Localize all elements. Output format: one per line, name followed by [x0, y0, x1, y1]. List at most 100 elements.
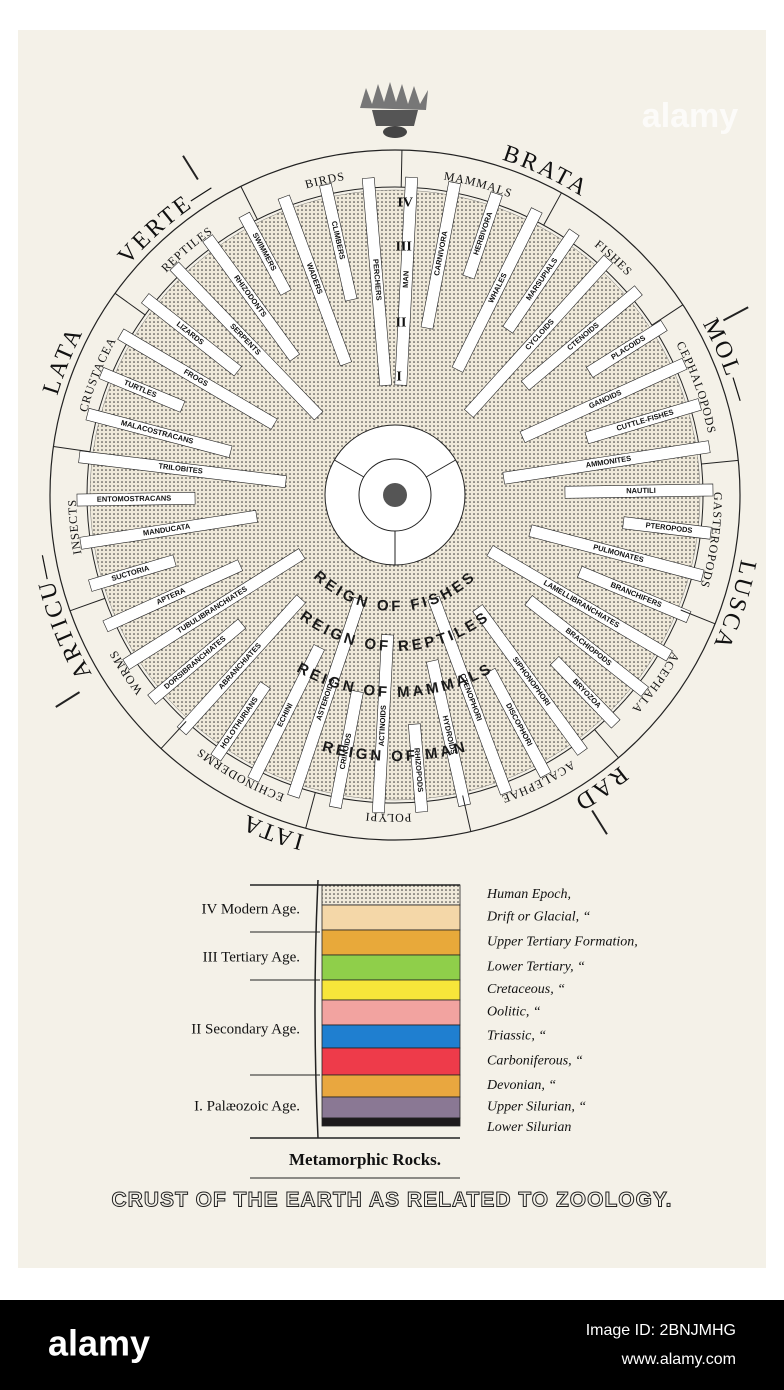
spoke — [79, 509, 258, 550]
spoke — [502, 228, 580, 334]
age-numeral: IV — [397, 195, 413, 210]
group-divider — [462, 795, 472, 832]
spoke — [176, 594, 306, 736]
spoke — [564, 483, 714, 499]
legend-swatch — [321, 1096, 461, 1119]
group-divider — [543, 192, 562, 226]
group-divider — [701, 459, 739, 465]
spoke — [486, 545, 673, 662]
spoke — [102, 559, 244, 633]
spoke — [85, 407, 233, 458]
center-divider — [425, 459, 456, 478]
legend-brace — [314, 879, 319, 1139]
spoke-label: ENTOMOSTRACANS — [97, 494, 172, 504]
age-numeral: III — [395, 239, 411, 254]
spoke — [238, 211, 292, 296]
spoke-label: ACTINOIDS — [377, 705, 388, 747]
spoke — [584, 398, 702, 445]
footer-bar — [0, 1300, 784, 1390]
group-label-path: POLYPI — [364, 810, 411, 825]
spoke — [287, 596, 366, 799]
spoke — [247, 644, 325, 783]
compass-pointer — [55, 691, 81, 708]
legend-swatch — [321, 979, 461, 1001]
legend-swatch — [321, 929, 461, 956]
spoke — [319, 183, 358, 302]
legend-swatch — [321, 954, 461, 981]
legend-label: Human Epoch, — [486, 887, 571, 902]
spoke — [585, 319, 668, 378]
spoke — [426, 659, 471, 807]
spoke-label: NAUTILI — [626, 486, 656, 495]
group-divider — [651, 304, 684, 326]
age-numeral: II — [396, 315, 407, 330]
spoke — [519, 357, 688, 444]
compass-pointer — [182, 155, 199, 181]
spoke — [329, 689, 364, 809]
legend-label: Upper Silurian, “ — [487, 1100, 586, 1115]
crown — [360, 82, 428, 138]
group-divider — [305, 792, 316, 829]
legend-swatch — [321, 884, 461, 906]
spoke — [484, 667, 552, 779]
spoke — [277, 194, 353, 367]
spoke — [372, 634, 394, 814]
legend-label: Cretaceous, “ — [487, 982, 565, 997]
spoke — [472, 604, 588, 756]
compass-pointer — [591, 809, 608, 835]
legend-label: Drift or Glacial, “ — [486, 910, 591, 925]
spoke-label: RHIZOPODS — [412, 747, 425, 792]
legend-base: Metamorphic Rocks. — [289, 1150, 441, 1169]
spoke — [420, 181, 461, 330]
age-label: IV Modern Age. — [202, 901, 300, 917]
spoke — [622, 516, 712, 540]
center-core — [383, 483, 407, 507]
group-divider — [114, 292, 146, 316]
legend-label: Triassic, “ — [487, 1029, 546, 1044]
spoke-label: PERCHERS — [371, 259, 383, 301]
legend-swatch — [321, 999, 461, 1026]
age-label: III Tertiary Age. — [203, 949, 300, 965]
spoke — [361, 177, 393, 387]
spoke — [502, 440, 711, 485]
age-label: I. Palæozoic Age. — [194, 1098, 300, 1114]
spoke — [394, 176, 418, 386]
group-label: POLYPI — [364, 810, 412, 825]
spoke — [202, 234, 301, 362]
legend-swatch — [321, 1024, 461, 1049]
spoke — [463, 254, 614, 418]
legend-swatch — [321, 1047, 461, 1076]
legend-label: Oolitic, “ — [487, 1005, 541, 1020]
title: CRUST OF THE EARTH AS RELATED TO ZOOLOGY… — [112, 1189, 673, 1212]
legend-label: Carboniferous, “ — [487, 1054, 583, 1069]
group-label: INSECTS — [65, 499, 84, 556]
spoke — [462, 191, 503, 280]
group-divider — [400, 150, 403, 188]
legend-swatch — [321, 904, 461, 931]
age-numeral: I — [396, 369, 401, 384]
image-id: Image ID: 2BNJMHG — [586, 1322, 736, 1339]
group-divider — [240, 186, 258, 220]
group-divider — [53, 446, 91, 453]
group-divider — [160, 721, 187, 749]
legend-label: Upper Tertiary Formation, — [487, 935, 638, 950]
spoke — [76, 491, 196, 507]
group-divider — [594, 729, 619, 759]
spoke-label: MAN — [401, 270, 411, 288]
spoke — [122, 548, 306, 671]
spoke — [576, 565, 692, 623]
group-divider — [69, 597, 106, 612]
spoke — [169, 261, 324, 421]
spoke — [408, 723, 429, 813]
compass-pointer — [722, 306, 749, 322]
legend-swatch — [321, 1117, 461, 1127]
spoke — [210, 681, 271, 762]
age-label: II Secondary Age. — [191, 1021, 300, 1037]
watermark: alamy — [642, 97, 738, 135]
spoke — [88, 554, 177, 592]
group-label-path: INSECTS — [65, 499, 83, 556]
legend-label: Lower Tertiary, “ — [486, 960, 585, 975]
footer-logo: alamy — [48, 1323, 150, 1364]
